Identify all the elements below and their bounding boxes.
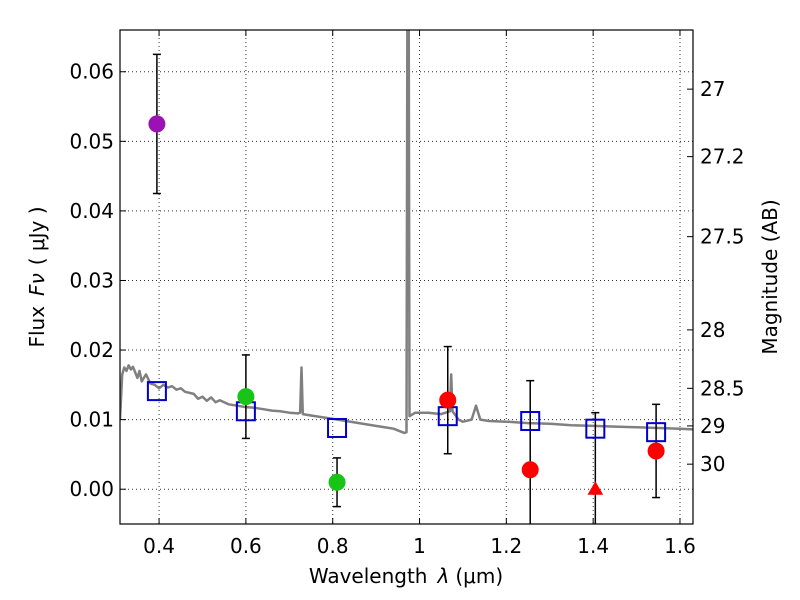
model-photometry-square [520, 411, 541, 432]
y-tick-label: 0.02 [69, 338, 114, 362]
y2-tick-label: 29 [700, 414, 725, 438]
x-tick-label: 1.2 [490, 534, 522, 558]
markers [146, 115, 667, 495]
y2-tick-label: 28 [700, 318, 725, 342]
observed-point [521, 461, 539, 479]
model-photometry-square [646, 422, 667, 443]
x-tick-label: 1.4 [577, 534, 609, 558]
x-tick-label: 0.6 [230, 534, 262, 558]
y-tick-label: 0.03 [69, 268, 114, 292]
model-spectrum-line [120, 30, 693, 435]
x-tick-label: 0.8 [317, 534, 349, 558]
y-tick-label: 0.00 [69, 477, 114, 501]
plot-frame [119, 29, 694, 525]
observed-point [148, 115, 166, 133]
y2-tick-label: 27.2 [700, 145, 745, 169]
y2-tick-label: 27.5 [700, 225, 745, 249]
observed-point [439, 391, 457, 409]
y2-tick-label: 30 [700, 452, 725, 476]
y-tick-label: 0.04 [69, 199, 114, 223]
y2-tick-label: 27 [700, 77, 725, 101]
x-axis-label: Wavelength λ (μm) [309, 564, 503, 588]
y-tick-label: 0.01 [69, 408, 114, 432]
observed-point [328, 473, 346, 491]
upper-limit-triangle [587, 481, 604, 495]
y2-tick-label: 28.5 [700, 376, 745, 400]
model-photometry-square [585, 418, 606, 439]
y-tick-label: 0.05 [69, 129, 114, 153]
observed-point [237, 388, 255, 406]
x-tick-label: 1 [413, 534, 426, 558]
ticks: 0.4 0.6 0.8 1 1.2 1.4 1.6 0.00 0.01 0.02 0.03 0.04 0… [69, 30, 745, 558]
y-axis-label: FluxFν( μJy ) [25, 206, 49, 347]
x-tick-label: 1.6 [664, 534, 696, 558]
model-photometry-square [146, 381, 167, 402]
x-tick-label: 0.4 [143, 534, 175, 558]
plot-area [120, 30, 693, 435]
observed-point [647, 442, 665, 460]
y-tick-label: 0.06 [69, 60, 114, 84]
model-photometry-square [327, 417, 348, 438]
y2-axis-label: Magnitude (AB) [758, 199, 782, 354]
